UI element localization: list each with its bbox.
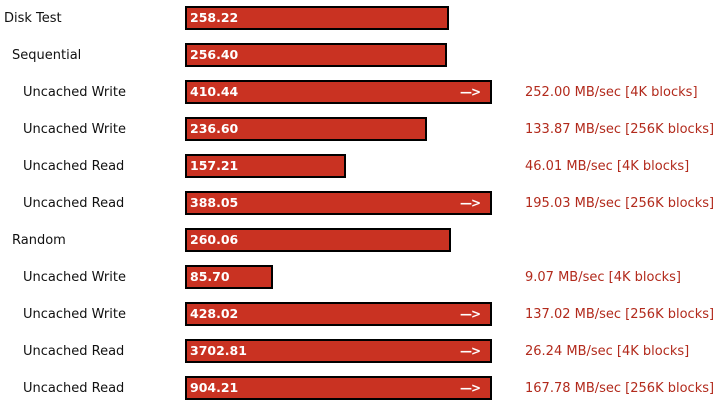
bar-value-label: 260.06: [190, 232, 239, 247]
chart-row: Uncached Read 3702.81 —> 26.24 MB/sec [4K b…: [0, 333, 726, 370]
row-detail-text: 46.01 MB/sec [4K blocks]: [525, 159, 690, 174]
bar: 904.21 —>: [185, 376, 492, 400]
row-label: Uncached Read: [23, 344, 125, 359]
bar-value-label: 157.21: [190, 158, 239, 173]
row-detail-text: 26.24 MB/sec [4K blocks]: [525, 344, 690, 359]
row-label: Uncached Write: [23, 307, 126, 322]
overflow-arrow-icon: —>: [459, 344, 481, 358]
bar: 157.21: [185, 154, 346, 178]
bar-value-label: 410.44: [190, 84, 239, 99]
row-label: Uncached Write: [23, 85, 126, 100]
row-detail-text: 9.07 MB/sec [4K blocks]: [525, 270, 681, 285]
row-label: Disk Test: [4, 11, 62, 26]
row-label: Uncached Read: [23, 381, 125, 396]
row-label: Uncached Read: [23, 159, 125, 174]
row-label: Random: [12, 233, 66, 248]
bar-value-label: 904.21: [190, 380, 239, 395]
bar: 236.60: [185, 117, 427, 141]
chart-row: Uncached Write 236.60 133.87 MB/sec [256K …: [0, 111, 726, 148]
row-detail-text: 195.03 MB/sec [256K blocks]: [525, 196, 715, 211]
chart-row: Random 260.06: [0, 222, 726, 259]
row-label: Uncached Read: [23, 196, 125, 211]
chart-row: Sequential 256.40: [0, 37, 726, 74]
overflow-arrow-icon: —>: [459, 381, 481, 395]
chart-row: Uncached Read 904.21 —> 167.78 MB/sec [256K…: [0, 370, 726, 407]
bar: 85.70: [185, 265, 273, 289]
overflow-arrow-icon: —>: [459, 85, 481, 99]
row-label: Uncached Write: [23, 270, 126, 285]
bar: 256.40: [185, 43, 447, 67]
bar-value-label: 236.60: [190, 121, 239, 136]
overflow-arrow-icon: —>: [459, 307, 481, 321]
bar: 388.05 —>: [185, 191, 492, 215]
bar: 410.44 —>: [185, 80, 492, 104]
chart-row: Uncached Write 85.70 9.07 MB/sec [4K block…: [0, 259, 726, 296]
chart-row: Uncached Write 428.02 —> 137.02 MB/sec [256…: [0, 296, 726, 333]
bar-value-label: 258.22: [190, 10, 239, 25]
bar: 3702.81 —>: [185, 339, 492, 363]
bar-value-label: 388.05: [190, 195, 239, 210]
chart-row: Uncached Read 388.05 —> 195.03 MB/sec [256K…: [0, 185, 726, 222]
overflow-arrow-icon: —>: [459, 196, 481, 210]
bar: 258.22: [185, 6, 449, 30]
bar-value-label: 85.70: [190, 269, 230, 284]
row-label: Uncached Write: [23, 122, 126, 137]
row-detail-text: 252.00 MB/sec [4K blocks]: [525, 85, 698, 100]
bar: 260.06: [185, 228, 451, 252]
chart-row: Disk Test 258.22: [0, 0, 726, 37]
row-detail-text: 133.87 MB/sec [256K blocks]: [525, 122, 715, 137]
row-detail-text: 137.02 MB/sec [256K blocks]: [525, 307, 715, 322]
bar: 428.02 —>: [185, 302, 492, 326]
row-detail-text: 167.78 MB/sec [256K blocks]: [525, 381, 715, 396]
bar-value-label: 428.02: [190, 306, 239, 321]
bar-value-label: 256.40: [190, 47, 239, 62]
row-label: Sequential: [12, 48, 82, 63]
chart-row: Uncached Read 157.21 46.01 MB/sec [4K bloc…: [0, 148, 726, 185]
chart-row: Uncached Write 410.44 —> 252.00 MB/sec [4K …: [0, 74, 726, 111]
bar-value-label: 3702.81: [190, 343, 247, 358]
